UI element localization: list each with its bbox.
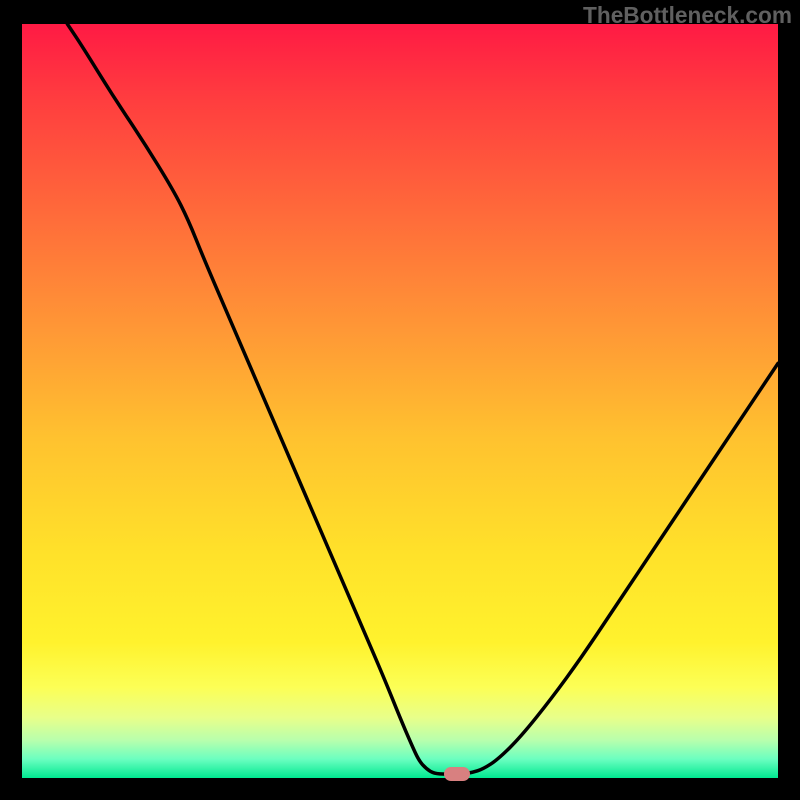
optimal-point-marker xyxy=(444,767,470,781)
bottleneck-chart: TheBottleneck.com xyxy=(0,0,800,800)
watermark-text: TheBottleneck.com xyxy=(583,2,792,29)
bottleneck-curve xyxy=(67,24,778,774)
curve-layer xyxy=(22,24,778,778)
plot-area xyxy=(22,24,778,778)
